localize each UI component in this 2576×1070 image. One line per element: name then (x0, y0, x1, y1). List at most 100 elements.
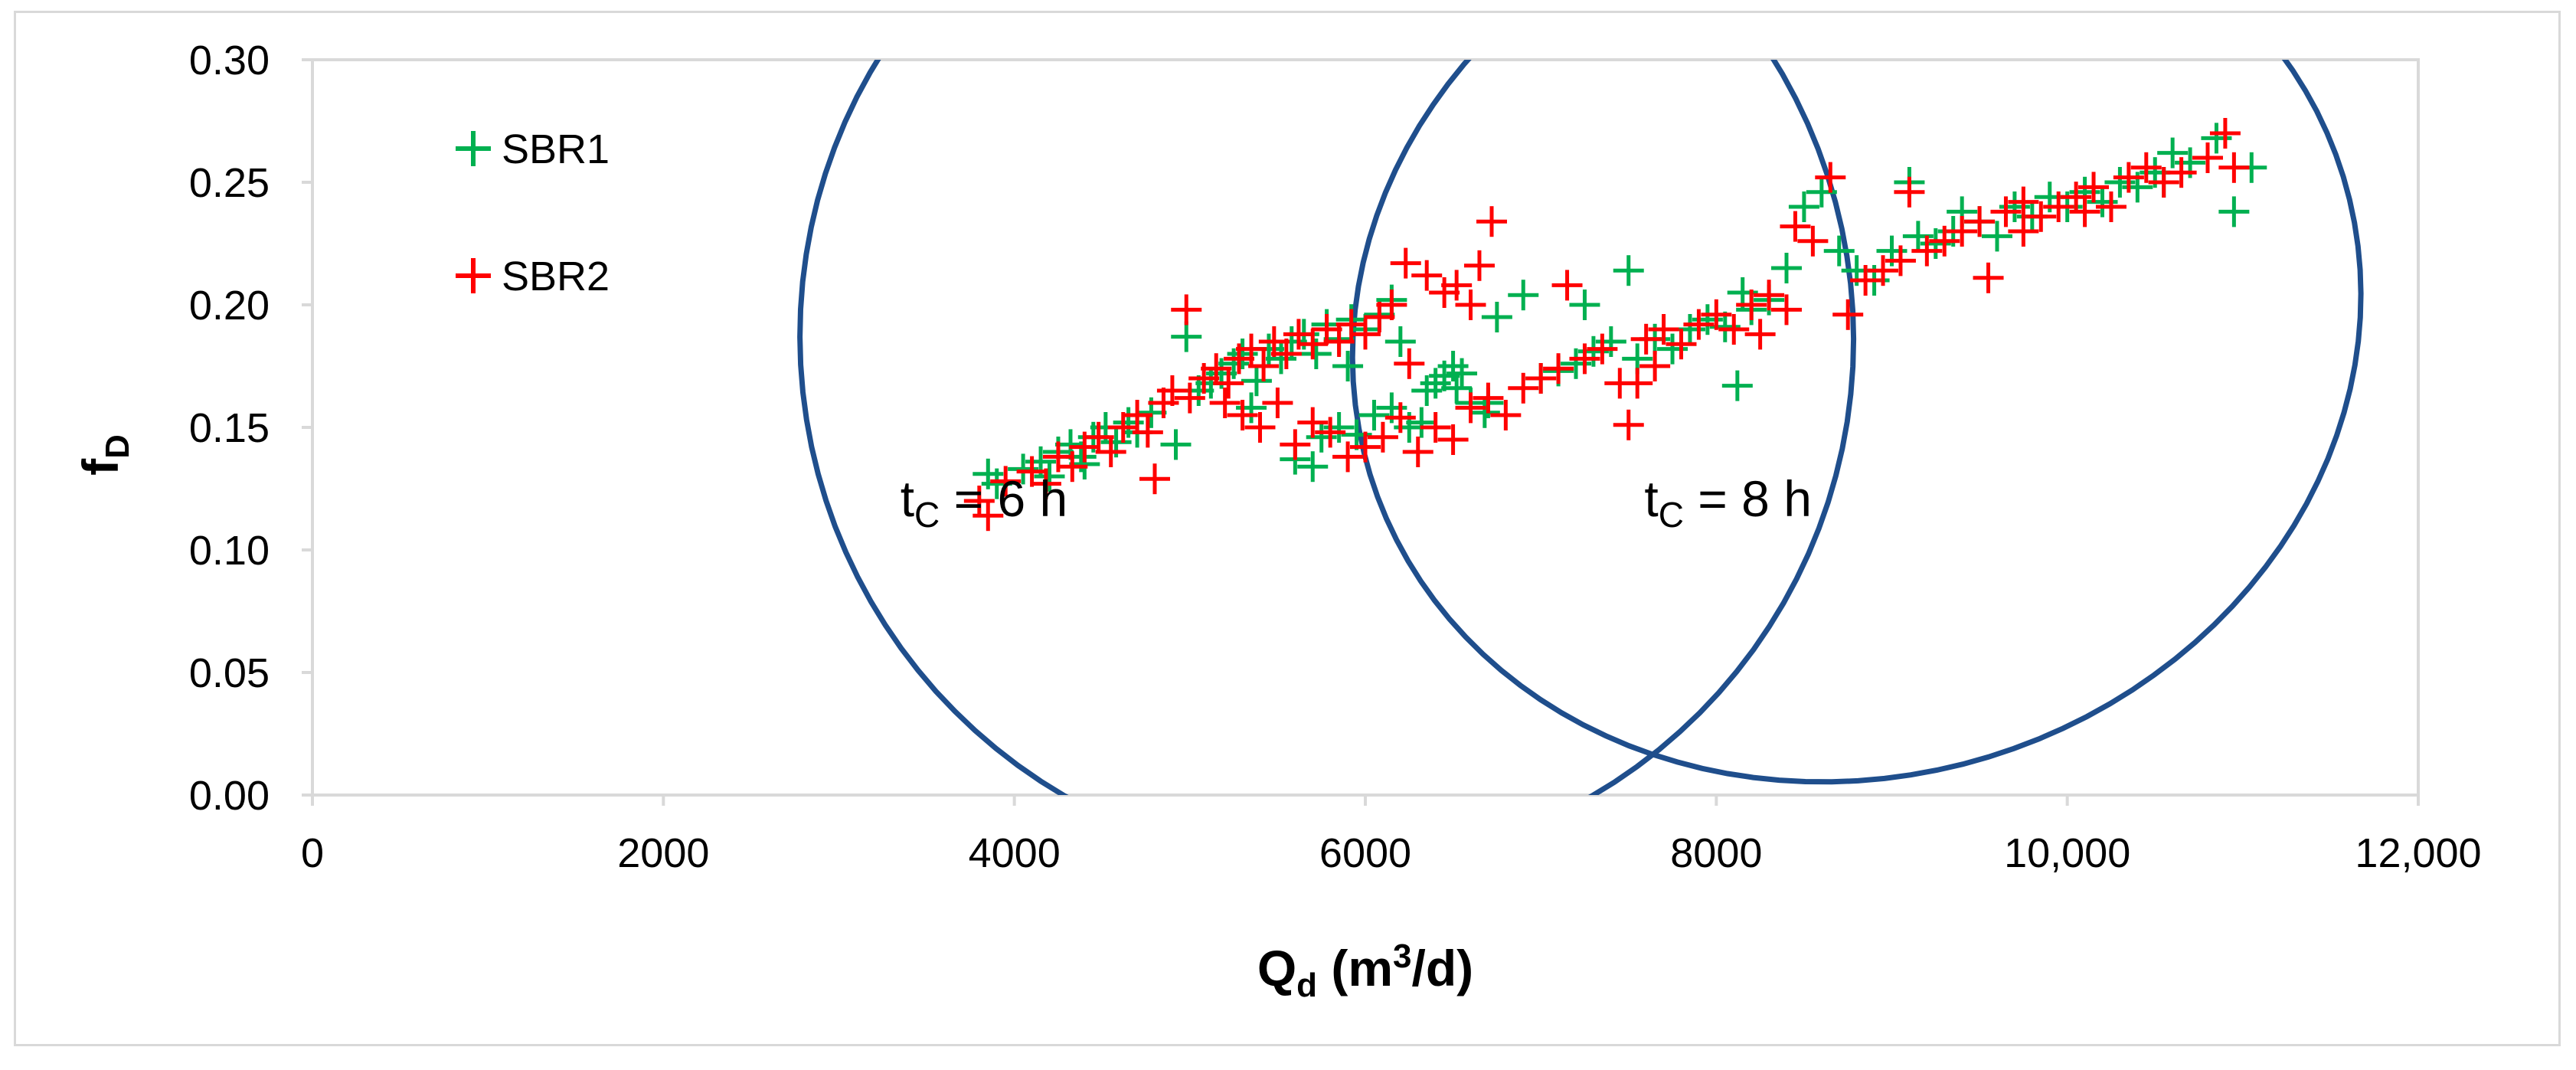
sbr2-point (1132, 417, 1163, 448)
x-axis-title-main: Q (1257, 940, 1296, 996)
legend-label-sbr1: SBR1 (502, 126, 610, 172)
sbr2-point (1437, 424, 1469, 455)
y-tick-label: 0.00 (189, 773, 270, 819)
annotation-tc-8h-main: t (1644, 470, 1658, 527)
sbr2-point (1030, 468, 1061, 499)
y-tick-label: 0.25 (189, 160, 270, 206)
sbr2-point (1297, 407, 1329, 438)
sbr1-point (1613, 255, 1644, 286)
x-tick-label: 10,000 (2004, 830, 2130, 876)
sbr2-point (2008, 216, 2039, 247)
sbr2-point (1201, 353, 1232, 384)
sbr2-point (1911, 235, 1943, 267)
sbr2-point (1990, 196, 2022, 227)
sbr1-point (1447, 358, 1478, 389)
sbr2-point (2008, 186, 2039, 218)
sbr1-point (1171, 321, 1202, 352)
sbr2-point (2218, 152, 2250, 183)
sbr1-point (1569, 290, 1600, 320)
sbr1-point (1481, 302, 1512, 332)
sbr1-point (1358, 400, 1390, 430)
x-tick-label: 0 (301, 830, 324, 876)
sbr2-point (2069, 196, 2100, 227)
sbr2-point (1771, 294, 1802, 326)
x-axis-title-sub: d (1296, 967, 1317, 1004)
y-tick-label: 0.15 (189, 405, 270, 451)
y-tick-label: 0.05 (189, 650, 270, 696)
sbr1-point (1508, 280, 1539, 311)
sbr2-point (1543, 353, 1574, 384)
sbr1-point (2104, 167, 2136, 198)
sbr1-point (1721, 370, 1753, 401)
sbr2-point (2192, 142, 2223, 173)
sbr2-point (1736, 290, 1767, 320)
sbr2-point (1815, 162, 1846, 193)
sbr2-point (1868, 255, 1899, 286)
x-axis-title-sup: 3 (1393, 937, 1411, 975)
sbr2-point (1016, 456, 1048, 487)
sbr2-point (1455, 290, 1486, 320)
sbr2-point (1171, 294, 1202, 326)
sbr2-point (1525, 363, 1557, 394)
legend: SBR1 SBR2 (456, 126, 610, 299)
sbr2-point (1209, 388, 1241, 418)
annotation-tc-8h-sub: C (1659, 495, 1684, 535)
sbr2-point (1420, 412, 1451, 443)
sbr2-point (1648, 314, 1679, 345)
y-axis-title-sub: D (99, 434, 136, 459)
sbr2-point (1613, 409, 1644, 440)
sbr2-point (1367, 421, 1398, 453)
sbr2-point (1973, 262, 2004, 293)
sbr2-point (1701, 299, 1732, 330)
sbr1-point (1823, 235, 1855, 267)
sbr2-point (1569, 343, 1600, 375)
sbr2-point (1508, 372, 1539, 404)
y-tick-label: 0.20 (189, 283, 270, 329)
sbr2-point (1754, 280, 1785, 311)
annotation-tc-6h-main: t (901, 470, 914, 527)
annotation-tc-6h: tC = 6 h (901, 470, 1068, 535)
sbr1-point (1332, 351, 1364, 381)
y-tick-label: 0.30 (189, 38, 270, 83)
sbr2-point (1258, 326, 1290, 357)
annotation-tc-6h-sub: C (914, 495, 940, 535)
sbr2-point (1323, 326, 1355, 357)
legend-entry-sbr1: SBR1 (456, 126, 610, 172)
sbr1-point (1297, 451, 1329, 483)
x-tick-label: 8000 (1670, 830, 1762, 876)
annotation-tc-8h-rest: = 8 h (1684, 470, 1812, 527)
sbr2-point (1227, 400, 1258, 430)
sbr2-point (2209, 118, 2241, 149)
sbr2-point (1797, 225, 1829, 257)
sbr2-point (1666, 329, 1697, 360)
sbr2-point (1441, 270, 1473, 301)
sbr1-point (2218, 196, 2250, 227)
sbr2-point (1350, 319, 1381, 350)
sbr2-point (1332, 441, 1364, 473)
sbr2-point (1095, 437, 1126, 467)
sbr2-point (1057, 451, 1088, 483)
legend-label-sbr2: SBR2 (502, 254, 610, 299)
sbr2-point (1390, 247, 1421, 279)
sbr2-point (973, 500, 1004, 532)
sbr2-point (1630, 323, 1662, 355)
y-axis-title: fD (72, 434, 136, 476)
x-axis-title-unit-open: (m (1317, 940, 1393, 996)
sbr2-point (1083, 421, 1114, 453)
sbr2-point (1297, 329, 1329, 360)
sbr1-point (2157, 137, 2189, 169)
sbr2-point (1139, 463, 1170, 495)
sbr2-point (2113, 162, 2144, 193)
sbr1-point (1160, 429, 1192, 460)
x-tick-label: 6000 (1319, 830, 1411, 876)
sbr2-point (1744, 319, 1776, 350)
sbr2-point (1894, 176, 1925, 208)
sbr2-point (1262, 388, 1293, 418)
sbr2-point (1350, 431, 1381, 463)
sbr2-point (1490, 400, 1522, 430)
sbr2-point (1429, 277, 1460, 308)
sbr2-point (1236, 333, 1267, 365)
sbr2-point (2095, 191, 2127, 222)
sbr1-point (1241, 365, 1272, 397)
